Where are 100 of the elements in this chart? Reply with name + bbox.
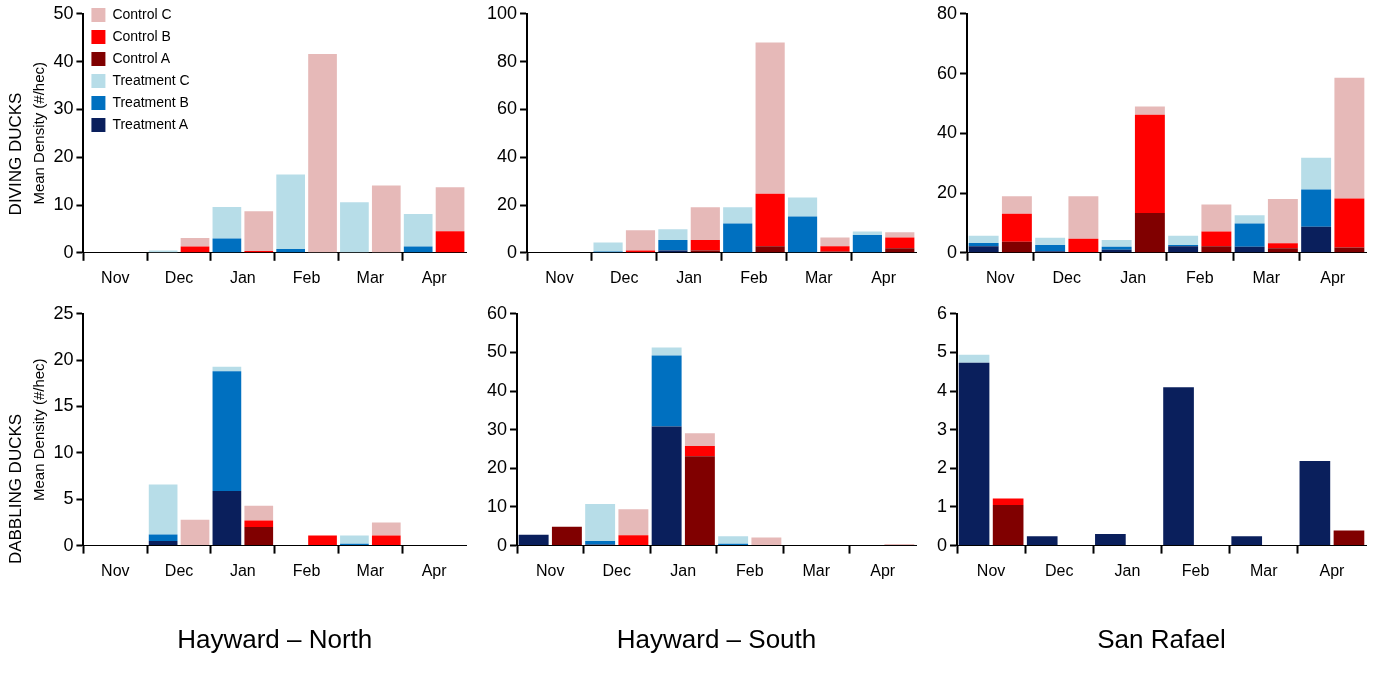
x-tick-label: Feb — [292, 561, 321, 579]
bar — [658, 229, 688, 240]
x-axis-title: San Rafael — [1097, 623, 1226, 654]
bar — [276, 248, 305, 253]
y-tick-label: 3 — [937, 418, 948, 439]
x-tick-label: Mar — [1252, 268, 1281, 286]
bar — [244, 527, 274, 546]
bar — [1035, 245, 1066, 252]
bar — [1301, 157, 1332, 190]
bar — [690, 239, 720, 251]
bar — [1231, 536, 1263, 546]
bar — [787, 216, 818, 253]
bar — [658, 239, 688, 251]
bar — [1267, 243, 1298, 249]
x-tick-label: Apr — [1319, 561, 1346, 579]
bar — [618, 535, 649, 546]
bar — [625, 230, 656, 251]
bar — [518, 534, 549, 546]
x-tick-label: Mar — [1249, 561, 1279, 579]
y-tick-label: 5 — [937, 341, 948, 362]
y-axis-title: Mean Density (#/hec) — [29, 358, 47, 501]
y-tick-label: 0 — [947, 241, 958, 262]
y-tick-label: 20 — [486, 457, 508, 478]
bar — [551, 526, 582, 546]
bar — [820, 246, 850, 252]
bar — [718, 536, 749, 544]
x-tick-label: Apr — [421, 268, 448, 286]
x-tick-label: Dec — [1045, 561, 1074, 579]
bar — [585, 503, 616, 541]
bar — [212, 371, 242, 491]
x-tick-label: Feb — [1185, 268, 1214, 286]
bar — [212, 238, 242, 253]
bar — [1163, 387, 1194, 546]
bar — [1001, 213, 1032, 242]
bar — [340, 535, 369, 544]
y-tick-label: 10 — [53, 193, 74, 214]
x-tick-label: Nov — [536, 561, 565, 579]
bar — [1334, 198, 1365, 248]
bar — [958, 362, 990, 546]
bar — [651, 347, 682, 356]
bar — [1234, 246, 1265, 253]
x-tick-label: Nov — [986, 268, 1015, 286]
x-tick-label: Apr — [1320, 268, 1346, 286]
y-tick-label: 20 — [497, 193, 518, 214]
bar — [1168, 235, 1199, 246]
y-tick-label: 100 — [486, 2, 518, 23]
bar — [684, 445, 715, 457]
bar — [212, 206, 242, 239]
x-tick-label: Nov — [976, 561, 1006, 579]
y-tick-label: 0 — [63, 534, 74, 555]
y-tick-label: 10 — [53, 441, 74, 462]
bar — [371, 522, 401, 536]
bar — [1134, 114, 1165, 214]
y-tick-label: 1 — [937, 495, 948, 516]
legend-label: Control A — [112, 49, 171, 66]
bar — [968, 235, 999, 243]
bar — [1101, 239, 1132, 247]
bar — [755, 42, 785, 194]
y-tick-label: 20 — [53, 146, 74, 167]
bar — [1267, 199, 1298, 244]
y-tick-label: 4 — [937, 380, 948, 401]
bar — [371, 185, 401, 253]
x-tick-label: Mar — [356, 561, 385, 579]
bar — [435, 187, 465, 232]
bar — [1201, 231, 1232, 247]
y-tick-label: 0 — [507, 241, 518, 262]
y-tick-label: 0 — [937, 534, 948, 555]
x-tick-label: Jan — [670, 561, 697, 579]
y-tick-label: 10 — [486, 495, 508, 516]
bar — [885, 248, 915, 253]
bar — [148, 540, 178, 546]
x-tick-label: Dec — [164, 561, 194, 579]
x-tick-label: Mar — [802, 561, 831, 579]
x-tick-label: Feb — [292, 268, 321, 286]
bar — [1134, 213, 1165, 253]
bar — [308, 535, 337, 546]
x-tick-label: Nov — [101, 268, 130, 286]
x-tick-label: Apr — [871, 268, 897, 286]
x-axis-title: Hayward – North — [177, 623, 373, 654]
bar — [1201, 204, 1232, 232]
bar — [148, 484, 178, 535]
x-tick-label: Dec — [602, 561, 631, 579]
text: DIVING DUCKS — [5, 92, 25, 216]
bar — [968, 246, 999, 253]
y-tick-label: 5 — [63, 488, 74, 509]
bar — [1267, 248, 1298, 253]
x-tick-label: Jan — [229, 268, 256, 286]
x-tick-label: Feb — [735, 561, 764, 579]
bar — [1068, 238, 1099, 252]
bar — [1299, 460, 1331, 546]
bar — [1035, 237, 1066, 246]
bar — [1001, 196, 1032, 214]
bar — [1234, 223, 1265, 247]
bar — [1095, 534, 1126, 546]
bar — [684, 456, 715, 546]
y-tick-label: 40 — [936, 122, 958, 143]
bar — [651, 426, 682, 546]
bar — [435, 231, 465, 253]
y-tick-label: 60 — [497, 98, 518, 119]
bar — [180, 519, 210, 546]
